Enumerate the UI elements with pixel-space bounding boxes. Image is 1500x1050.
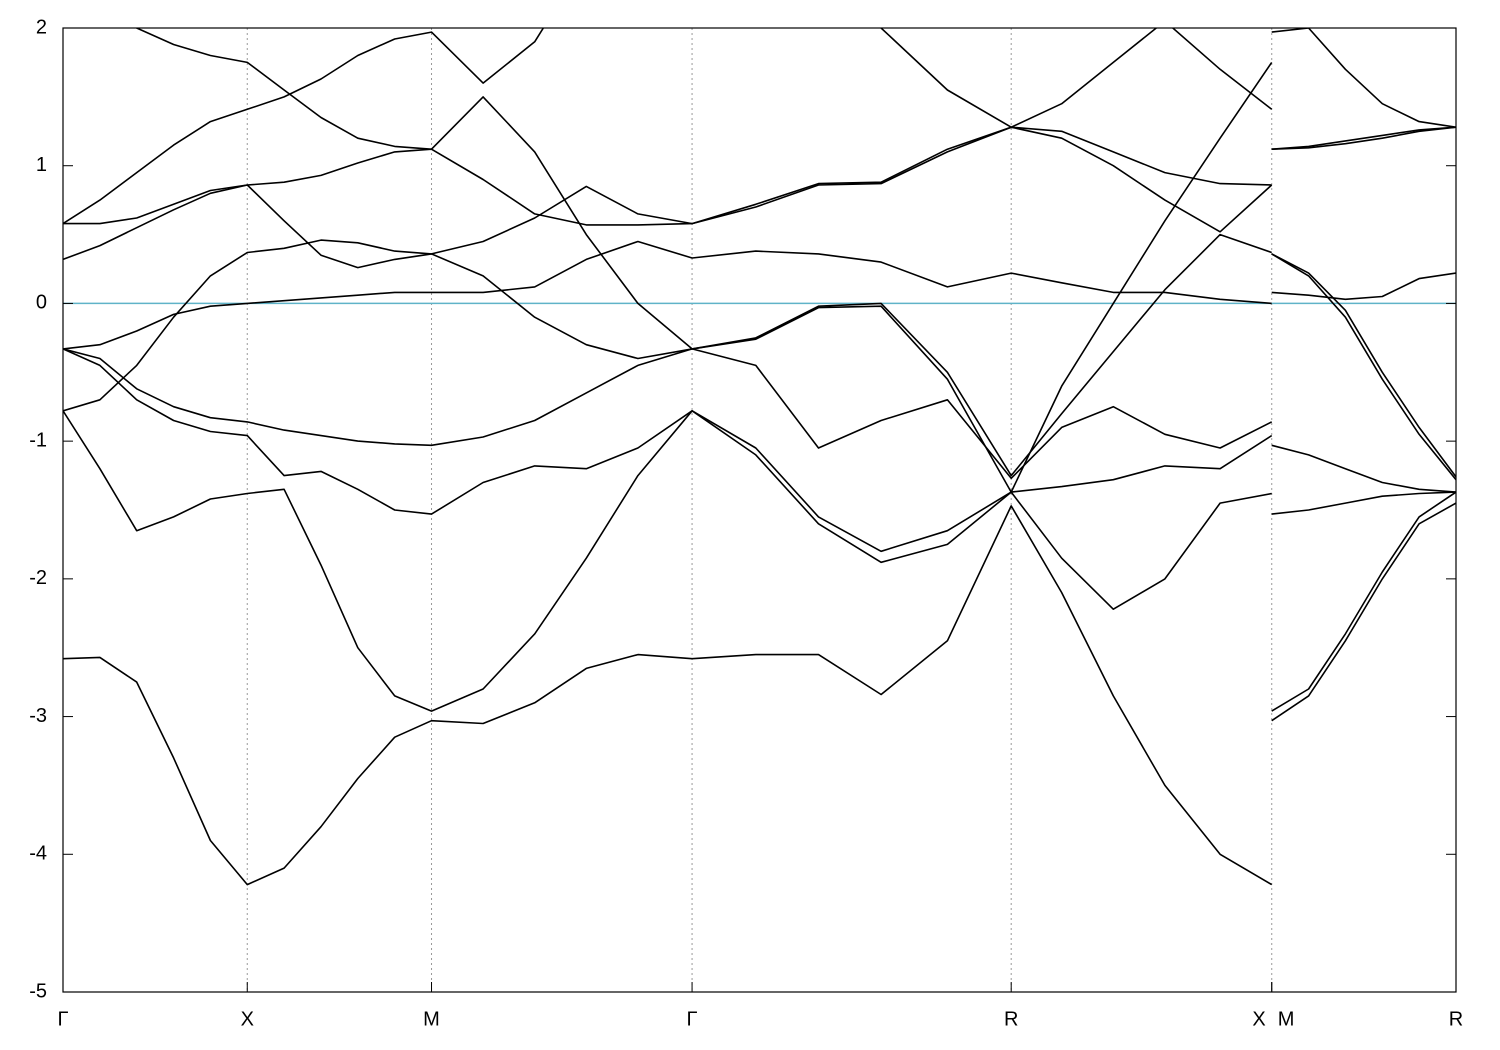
x-tick-label: X	[241, 1008, 254, 1030]
grid	[246, 28, 1273, 992]
y-tick-label: -5	[29, 980, 47, 1002]
x-tick-label: R	[1449, 1008, 1463, 1030]
band-line	[63, 233, 1456, 481]
x-tick-label: Γ	[57, 1008, 68, 1030]
band-line	[63, 348, 1456, 553]
y-tick-label: 2	[36, 16, 47, 38]
bands	[63, 28, 1456, 886]
x-tick-label: M	[1278, 1008, 1295, 1030]
band-line	[135, 28, 1456, 493]
x-tick-label: M	[423, 1008, 440, 1030]
band-line	[63, 240, 1456, 350]
y-tick-label: 1	[36, 154, 47, 176]
y-tick-label: -1	[29, 429, 47, 451]
y-tick-label: 0	[36, 292, 47, 314]
x-tick-label: R	[1004, 1008, 1018, 1030]
band-line	[63, 502, 1456, 886]
x-tick-label: Γ	[687, 1008, 698, 1030]
x-tick-label: X	[1252, 1008, 1265, 1030]
band-line	[63, 28, 1456, 225]
labels: 210-1-2-3-4-5Γ X M Γ R X M R	[29, 16, 1463, 1030]
y-tick-label: -3	[29, 705, 47, 727]
plot-frame	[62, 27, 1457, 993]
y-tick-label: -4	[29, 843, 47, 865]
band-line	[63, 126, 1456, 226]
band-line	[63, 126, 1456, 478]
band-line	[63, 410, 1456, 712]
y-tick-label: -2	[29, 567, 47, 589]
band-line	[63, 348, 1456, 493]
